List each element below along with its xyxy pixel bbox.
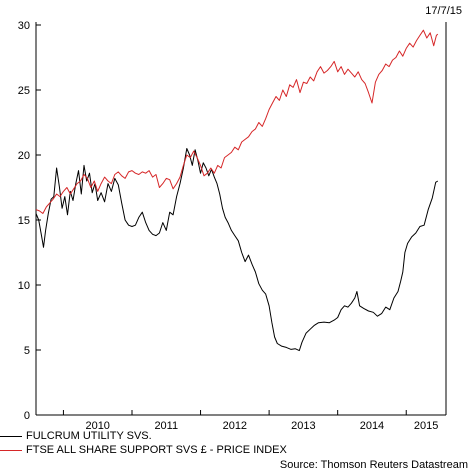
legend-entry-fulcrum: FULCRUM UTILITY SVS.	[0, 429, 287, 443]
legend-swatch-ftse	[0, 449, 22, 451]
series-line-ftse	[35, 29, 439, 214]
x-tick-label-2011: 2011	[154, 420, 178, 432]
series-line-fulcrum	[35, 148, 439, 352]
legend-label-ftse: FTSE ALL SHARE SUPPORT SVS £ - PRICE IND…	[26, 444, 287, 456]
x-tick-label-2013: 2013	[291, 420, 315, 432]
chart-series	[35, 29, 439, 352]
y-tick-label-15: 15	[18, 215, 30, 227]
date-stamp: 17/7/15	[425, 5, 462, 17]
y-tick-label-0: 0	[24, 410, 30, 422]
y-tick-label-20: 20	[18, 150, 30, 162]
x-tick-label-2012: 2012	[223, 420, 247, 432]
x-tick-label-2014: 2014	[360, 420, 384, 432]
x-tick-label-2010: 2010	[85, 420, 109, 432]
legend-label-fulcrum: FULCRUM UTILITY SVS.	[26, 430, 152, 442]
x-tick-label-2015: 2015	[414, 420, 438, 432]
chart-axes: 0 5 10 15 20 25 30 2010 2011 2012 2013 2014 2015	[18, 20, 447, 432]
legend-swatch-fulcrum	[0, 435, 22, 437]
y-tick-label-10: 10	[18, 280, 30, 292]
source-note: Source: Thomson Reuters Datastream	[279, 459, 468, 471]
y-tick-label-30: 30	[18, 20, 30, 32]
y-tick-label-5: 5	[24, 345, 30, 357]
y-tick-label-25: 25	[18, 85, 30, 97]
legend-entry-ftse: FTSE ALL SHARE SUPPORT SVS £ - PRICE IND…	[0, 443, 287, 457]
legend: FULCRUM UTILITY SVS. FTSE ALL SHARE SUPP…	[0, 429, 287, 457]
